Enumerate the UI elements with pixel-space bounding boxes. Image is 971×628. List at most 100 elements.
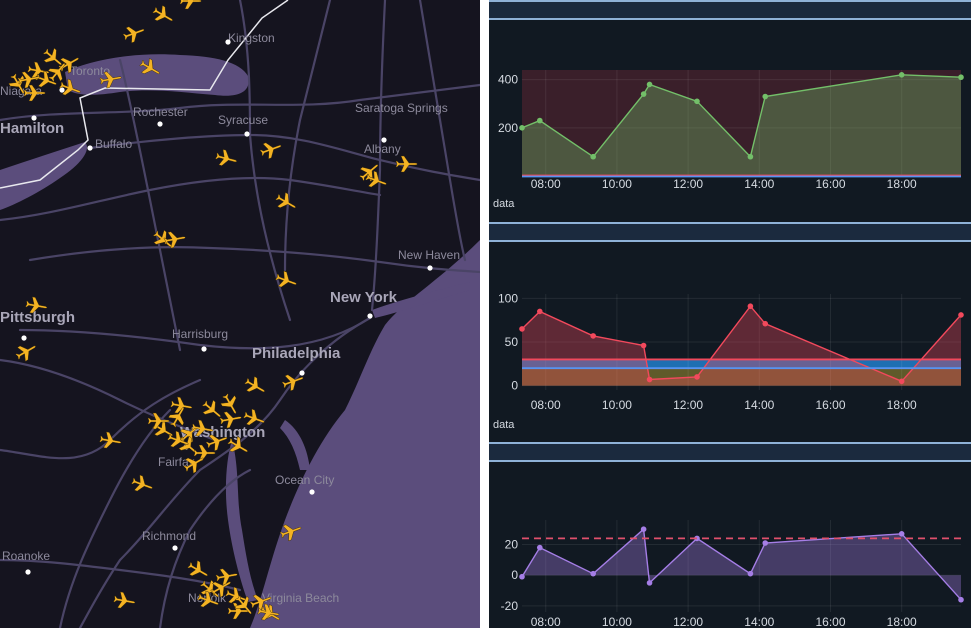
aircraft-icon[interactable]	[278, 520, 303, 542]
data-point[interactable]	[747, 303, 754, 310]
data-point[interactable]	[694, 535, 700, 542]
aircraft-icon[interactable]	[27, 61, 51, 80]
aircraft-icon[interactable]	[34, 69, 59, 91]
data-point[interactable]	[958, 74, 964, 81]
aircraft-icon[interactable]	[231, 592, 257, 619]
y-tick-label: 400	[498, 73, 518, 87]
aircraft-icon[interactable]	[227, 602, 250, 620]
aircraft-icon[interactable]	[356, 159, 383, 185]
data-point[interactable]	[747, 570, 754, 577]
aircraft-icon[interactable]	[25, 296, 49, 315]
aircraft-icon[interactable]	[56, 51, 82, 75]
aircraft-icon[interactable]	[130, 473, 155, 495]
aircraft-icon[interactable]	[121, 22, 146, 44]
aircraft-icon[interactable]	[395, 155, 418, 173]
aircraft-icon[interactable]	[273, 190, 299, 214]
aircraft-icon[interactable]	[248, 590, 273, 612]
aircraft-icon[interactable]	[99, 431, 123, 450]
data-point[interactable]	[590, 333, 596, 339]
panel-2-chart[interactable]: 0 50 100 08:00 10:00 12:00 14:00 16:00 18:00 data	[489, 222, 971, 442]
aircraft-icon[interactable]	[147, 412, 170, 430]
data-point[interactable]	[519, 125, 525, 131]
data-point[interactable]	[958, 312, 964, 318]
aircraft-icon[interactable]	[280, 370, 305, 392]
data-point[interactable]	[646, 81, 653, 88]
aircraft-icon[interactable]	[274, 269, 299, 291]
aircraft-icon[interactable]	[23, 84, 46, 102]
aircraft-icon[interactable]	[150, 3, 176, 27]
aircraft-icon[interactable]	[13, 339, 39, 363]
data-point[interactable]	[762, 93, 769, 100]
data-point[interactable]	[536, 544, 543, 551]
panel-1-header[interactable]	[489, 0, 971, 20]
aircraft-icon[interactable]	[215, 567, 239, 586]
data-point[interactable]	[747, 153, 754, 160]
aircraft-icon[interactable]	[113, 591, 137, 610]
data-point[interactable]	[640, 342, 647, 349]
data-point[interactable]	[646, 376, 653, 383]
data-point[interactable]	[590, 570, 596, 577]
data-point[interactable]	[536, 117, 543, 124]
data-point[interactable]	[694, 98, 700, 105]
aircraft-icon[interactable]	[166, 403, 190, 429]
aircraft-icon[interactable]	[170, 396, 194, 415]
aircraft-icon[interactable]	[364, 169, 389, 191]
aircraft-icon[interactable]	[181, 451, 207, 475]
city-label: Buffalo	[95, 137, 132, 151]
panel-2-header[interactable]	[489, 222, 971, 242]
aircraft-icon[interactable]	[214, 148, 239, 169]
aircraft-icon[interactable]	[193, 444, 216, 462]
aircraft-icon[interactable]	[137, 56, 163, 80]
aircraft-icon[interactable]	[196, 589, 221, 611]
aircraft-icon[interactable]	[242, 407, 267, 429]
split-divider[interactable]	[480, 0, 489, 628]
data-point[interactable]	[640, 526, 647, 532]
aircraft-icon[interactable]	[17, 70, 41, 89]
data-point[interactable]	[898, 531, 905, 537]
aircraft-icon[interactable]	[191, 419, 215, 438]
road-9	[0, 176, 382, 222]
panel-3-header[interactable]	[489, 442, 971, 462]
x-tick-label: 08:00	[531, 615, 561, 628]
aircraft-layer[interactable]	[6, 0, 418, 626]
road-2	[28, 246, 480, 274]
aircraft-icon[interactable]	[199, 397, 226, 423]
aircraft-icon[interactable]	[40, 45, 67, 71]
x-tick-label: 10:00	[602, 398, 632, 412]
aircraft-icon[interactable]	[218, 391, 242, 417]
aircraft-icon[interactable]	[225, 434, 251, 458]
aircraft-icon[interactable]	[6, 71, 30, 97]
panel-1-chart[interactable]: 200 400 08:00 10:00 12:00 14:00 16:00 18:00 data	[489, 0, 971, 222]
map-canvas[interactable]: Kingston Rochester Syracuse Saratoga Spring…	[0, 0, 480, 628]
data-point[interactable]	[646, 580, 653, 586]
aircraft-icon[interactable]	[208, 575, 234, 599]
data-point[interactable]	[519, 326, 525, 332]
aircraft-icon[interactable]	[204, 430, 229, 452]
data-point[interactable]	[694, 374, 700, 380]
aircraft-icon[interactable]	[166, 429, 191, 451]
data-point[interactable]	[590, 153, 596, 160]
aircraft-icon[interactable]	[185, 558, 211, 582]
aircraft-icon[interactable]	[219, 410, 243, 429]
data-point[interactable]	[762, 540, 769, 546]
aircraft-icon[interactable]	[99, 70, 123, 89]
data-point[interactable]	[762, 320, 769, 327]
city-dot	[367, 313, 373, 319]
aircraft-icon[interactable]	[45, 58, 71, 85]
aircraft-icon[interactable]	[257, 603, 281, 622]
aircraft-icon[interactable]	[179, 0, 202, 10]
data-point[interactable]	[898, 378, 905, 385]
data-point[interactable]	[519, 573, 525, 580]
city-dot	[172, 545, 178, 551]
data-point[interactable]	[640, 91, 647, 97]
aircraft-icon[interactable]	[258, 138, 283, 160]
data-point[interactable]	[958, 596, 964, 603]
panel-3-chart[interactable]: -20 0 20 08:00 10:00 12:00 14:00 16:00 18:00	[489, 442, 971, 628]
aircraft-icon[interactable]	[163, 230, 187, 249]
flight-map[interactable]: Kingston Rochester Syracuse Saratoga Spring…	[0, 0, 480, 628]
road-10	[118, 58, 182, 352]
aircraft-icon[interactable]	[58, 77, 83, 99]
data-point[interactable]	[536, 308, 543, 315]
data-point[interactable]	[898, 72, 905, 78]
aircraft-icon[interactable]	[242, 374, 268, 398]
